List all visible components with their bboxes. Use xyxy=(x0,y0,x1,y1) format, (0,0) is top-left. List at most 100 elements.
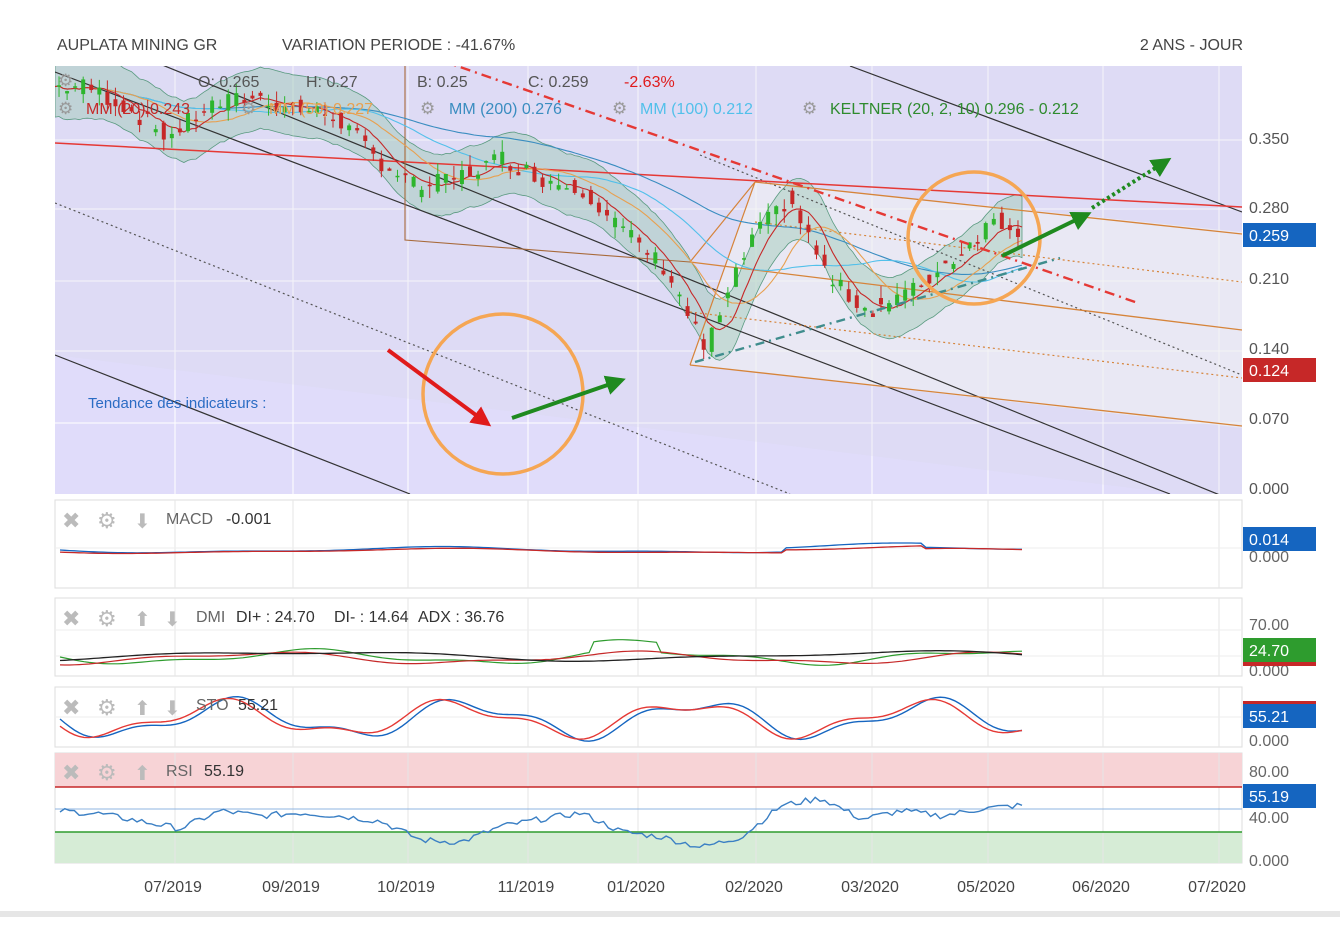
support-dashdot xyxy=(694,256,1061,364)
candle-body xyxy=(951,263,956,269)
price-high: H: 0.27 xyxy=(306,74,358,91)
candle-body xyxy=(290,102,295,105)
di-minus-line xyxy=(59,650,1023,666)
legend-mm20[interactable]: MM (20) 0.243 xyxy=(86,101,190,118)
dmi-scale-top: 70.00 xyxy=(1249,617,1289,634)
candle-body xyxy=(887,303,892,312)
candle-body xyxy=(153,129,158,133)
candle-body xyxy=(355,128,360,131)
sto-k-line xyxy=(59,695,1023,742)
candle-body xyxy=(653,252,658,264)
gear-icon[interactable]: ⚙ xyxy=(420,99,435,118)
candle-body xyxy=(758,221,763,229)
rsi-line xyxy=(59,796,1023,849)
arrow-down-icon[interactable]: ⬇ xyxy=(134,511,151,533)
y-tick-label: 0.280 xyxy=(1249,200,1289,217)
close-icon[interactable]: ✖ xyxy=(62,760,80,785)
legend-keltner[interactable]: KELTNER (20, 2, 10) 0.296 - 0.212 xyxy=(830,101,1079,118)
fork-mid xyxy=(689,261,1242,331)
candlesticks xyxy=(57,76,1020,360)
channel-lower-line-2 xyxy=(55,71,1171,494)
dmi-badge xyxy=(1243,638,1316,662)
di-plus-line xyxy=(59,639,1023,666)
candle-body xyxy=(983,223,988,240)
legend-mm100[interactable]: MM (100) 0.212 xyxy=(640,101,753,118)
header-variation: VARIATION PERIODE : -41.67% xyxy=(282,37,515,54)
price-change: -2.63% xyxy=(624,74,675,91)
macd-signal-line xyxy=(59,545,1023,555)
candle-body xyxy=(459,170,464,185)
x-tick-label: 05/2020 xyxy=(957,879,1015,896)
candle-body xyxy=(854,295,859,308)
candle-body xyxy=(484,161,489,163)
candle-body xyxy=(314,106,319,113)
dmi-diplus: DI+ : 24.70 xyxy=(236,609,315,626)
candle-body xyxy=(596,202,601,213)
macd-label: MACD xyxy=(166,511,213,528)
y-tick-label: 0.210 xyxy=(1249,271,1289,288)
candle-body xyxy=(250,95,255,99)
candle-body xyxy=(911,282,916,296)
arrow-up-icon[interactable]: ⬆ xyxy=(134,763,151,785)
x-tick-label: 09/2019 xyxy=(262,879,320,896)
gear-icon[interactable]: ⚙ xyxy=(58,71,73,90)
rsi-value: 55.19 xyxy=(204,763,244,780)
arrow-up-green-right xyxy=(1001,212,1092,258)
arrow-up-icon[interactable]: ⬆ xyxy=(134,698,151,720)
candle-body xyxy=(846,289,851,302)
candle-body xyxy=(234,93,239,106)
keltner-band xyxy=(55,66,1023,361)
candle-body xyxy=(411,176,416,187)
arrow-down-icon[interactable]: ⬇ xyxy=(164,698,181,720)
dmi-label: DMI xyxy=(196,609,225,626)
candle-body xyxy=(830,284,835,287)
main-panel: Tendance des indicateurs : ⚙ O: 0.265 H:… xyxy=(55,66,1316,498)
dmi-panel: ✖ ⚙ ⬆ ⬇ DMI DI+ : 24.70 DI- : 14.64 ADX … xyxy=(54,597,1316,680)
y-tick-label: 0.350 xyxy=(1249,131,1289,148)
resistance-line xyxy=(55,142,1242,208)
candle-body xyxy=(274,102,279,111)
candle-body xyxy=(701,339,706,350)
close-icon[interactable]: ✖ xyxy=(62,508,80,533)
candle-body xyxy=(242,99,247,104)
gear-icon[interactable]: ⚙ xyxy=(58,99,73,118)
gear-icon[interactable]: ⚙ xyxy=(97,695,117,720)
candle-body xyxy=(500,151,505,165)
candle-body xyxy=(999,212,1004,229)
arrow-down-icon[interactable]: ⬇ xyxy=(164,609,181,631)
candle-body xyxy=(508,166,513,171)
channel-lower-line xyxy=(55,354,411,494)
mm20-line xyxy=(55,85,1023,331)
mm50-line xyxy=(55,85,1023,305)
candle-body xyxy=(218,106,223,109)
candle-body xyxy=(524,164,529,169)
gear-icon[interactable]: ⚙ xyxy=(97,606,117,631)
gear-icon[interactable]: ⚙ xyxy=(97,508,117,533)
x-tick-label: 10/2019 xyxy=(377,879,435,896)
candle-body xyxy=(113,99,118,107)
close-icon[interactable]: ✖ xyxy=(62,695,80,720)
legend-mm200[interactable]: MM (200) 0.276 xyxy=(449,101,562,118)
gear-icon[interactable]: ⚙ xyxy=(97,760,117,785)
x-tick-label: 07/2019 xyxy=(144,879,202,896)
close-icon[interactable]: ✖ xyxy=(62,606,80,631)
marker-label: 0.124 xyxy=(1249,363,1289,380)
gear-icon[interactable]: ⚙ xyxy=(241,99,256,118)
candle-body xyxy=(339,112,344,129)
candle-body xyxy=(548,180,553,184)
candle-body xyxy=(476,174,481,179)
arrow-up-icon[interactable]: ⬆ xyxy=(134,609,151,631)
gear-icon[interactable]: ⚙ xyxy=(612,99,627,118)
dmi-adx: ADX : 36.76 xyxy=(418,609,504,626)
legend-mm50[interactable]: MM (50) 0.227 xyxy=(269,101,373,118)
gear-icon[interactable]: ⚙ xyxy=(802,99,817,118)
candle-body xyxy=(862,307,867,311)
candle-body xyxy=(798,210,803,224)
candle-body xyxy=(363,135,368,142)
candle-body xyxy=(516,172,521,176)
candle-body xyxy=(741,258,746,260)
header-company: AUPLATA MINING GR xyxy=(57,37,217,54)
candle-body xyxy=(306,110,311,113)
rsi-scale-bottom: 0.000 xyxy=(1249,853,1289,870)
